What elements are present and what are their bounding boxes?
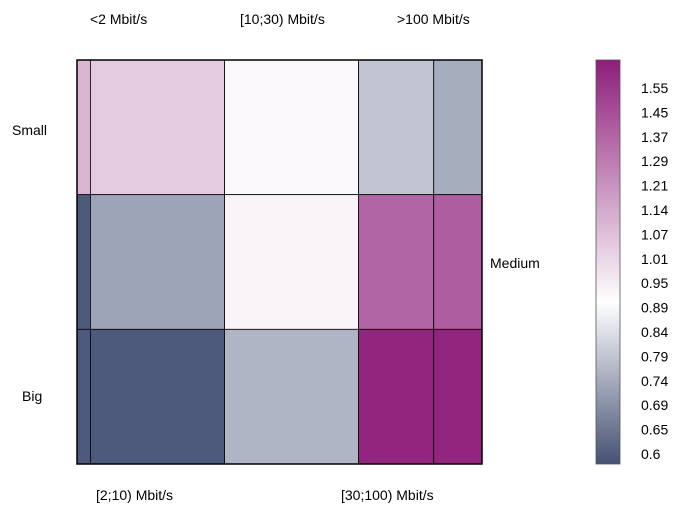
heatmap-cell-big-4 <box>433 328 483 465</box>
colorbar-tick-label: 0.84 <box>641 324 668 340</box>
heatmap-cell-medium-2 <box>224 194 360 330</box>
x-top-label-1: <2 Mbit/s <box>90 11 147 27</box>
heatmap-cell-medium-1 <box>90 194 225 330</box>
heatmap-cell-small-2 <box>224 59 360 196</box>
colorbar-tick-label: 1.07 <box>641 226 668 242</box>
colorbar-tick-label: 1.14 <box>641 202 668 218</box>
colorbar-tick-label: 1.01 <box>641 251 668 267</box>
colorbar-tick-label: 1.21 <box>641 178 668 194</box>
colorbar-tick-label: 0.65 <box>641 422 668 438</box>
colorbar-tick-label: 0.95 <box>641 275 668 291</box>
colorbar-tick-label: 0.6 <box>641 446 661 462</box>
colorbar-ticks: 1.55 1.45 1.37 1.29 1.21 1.14 1.07 1.01 0.95 0.89… <box>641 80 668 462</box>
x-bottom-label-1: [2;10) Mbit/s <box>96 487 173 503</box>
y-right-label-1: Medium <box>490 255 540 271</box>
colorbar-tick-label: 1.29 <box>641 153 668 169</box>
colorbar-tick-label: 1.45 <box>641 104 668 120</box>
heatmap-cell-small-4 <box>433 59 483 196</box>
heatmap-cell-big-3 <box>358 328 435 465</box>
colorbar-tick-label: 0.74 <box>641 373 668 389</box>
x-top-label-2: [10;30) Mbit/s <box>240 11 325 27</box>
heatmap-cell-small-0 <box>76 59 91 196</box>
colorbar-tick-label: 1.37 <box>641 129 668 145</box>
colorbar-tick-label: 0.69 <box>641 397 668 413</box>
heatmap-cell-big-1 <box>90 328 225 465</box>
heatmap-cell-big-0 <box>76 328 91 465</box>
heatmap-cells <box>76 59 483 465</box>
colorbar <box>595 59 621 465</box>
heatmap-cell-small-1 <box>90 59 225 196</box>
plot-border <box>76 59 483 465</box>
heatmap-cell-medium-4 <box>433 194 483 330</box>
colorbar-tick-label: 0.89 <box>641 300 668 316</box>
y-left-label-2: Big <box>22 388 42 404</box>
y-left-label-1: Small <box>12 122 47 138</box>
colorbar-tick-label: 0.79 <box>641 348 668 364</box>
heatmap-cell-medium-0 <box>76 194 91 330</box>
heatmap-cell-medium-3 <box>358 194 435 330</box>
x-bottom-label-2: [30;100) Mbit/s <box>341 487 434 503</box>
x-top-label-3: >100 Mbit/s <box>397 11 470 27</box>
heatmap-cell-big-2 <box>224 328 360 465</box>
colorbar-tick-label: 1.55 <box>641 80 668 96</box>
heatmap-cell-small-3 <box>358 59 435 196</box>
